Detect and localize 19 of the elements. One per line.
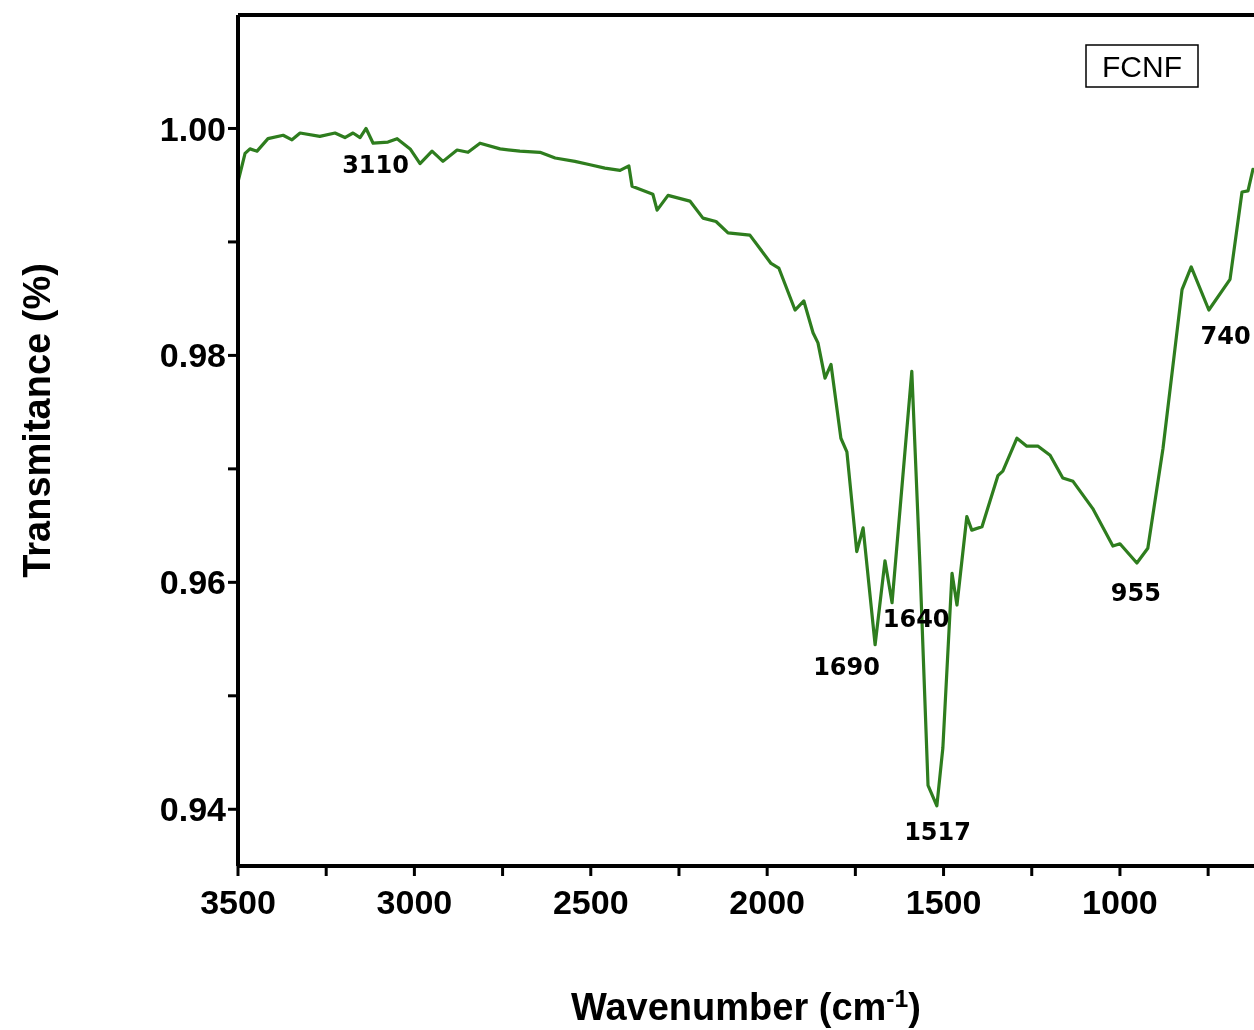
x-tick-label: 2500 xyxy=(552,883,629,922)
annotation: 1517 xyxy=(904,817,971,846)
y-tick-label: 0.96 xyxy=(159,563,226,602)
x-tick-label: 2000 xyxy=(729,883,805,922)
y-tick-label: 0.94 xyxy=(159,790,227,829)
annotation: 1690 xyxy=(813,652,880,681)
y-tick-label: 0.98 xyxy=(159,336,226,375)
y-tick-label: 1.00 xyxy=(159,109,226,148)
y-axis-title: Transmitance (%) xyxy=(16,263,58,578)
x-axis-title: Wavenumber (cm$^{-1}$) xyxy=(571,984,921,1028)
line-series xyxy=(238,126,1254,808)
x-tick-label: 1000 xyxy=(1082,883,1158,922)
annotation: FCNF xyxy=(1102,50,1182,83)
x-tick-label: 3000 xyxy=(376,883,453,922)
annotation: 955 xyxy=(1110,579,1161,608)
annotation: 3110 xyxy=(342,151,409,180)
annotation: 740 xyxy=(1200,322,1251,351)
x-tick-label: 1500 xyxy=(905,883,982,922)
x-tick-label: 3500 xyxy=(200,883,276,922)
